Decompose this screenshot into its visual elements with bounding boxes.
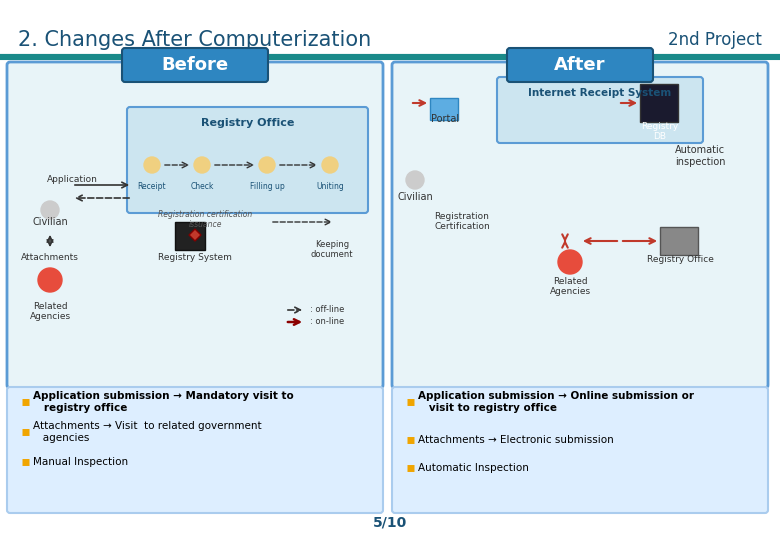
Circle shape — [259, 157, 275, 173]
Text: Check: Check — [190, 182, 214, 191]
Text: Application submission → Online submission or
   visit to registry office: Application submission → Online submissi… — [418, 391, 694, 413]
Circle shape — [558, 250, 582, 274]
Text: : off-line: : off-line — [310, 306, 345, 314]
Circle shape — [144, 157, 160, 173]
Text: Keeping
document: Keeping document — [310, 240, 353, 259]
Circle shape — [194, 157, 210, 173]
Text: Attachments → Visit  to related government
   agencies: Attachments → Visit to related governmen… — [33, 421, 261, 443]
Text: Manual Inspection: Manual Inspection — [33, 457, 128, 467]
Text: Automatic
inspection: Automatic inspection — [675, 145, 725, 167]
Text: Civilian: Civilian — [32, 217, 68, 227]
Text: Registry System: Registry System — [158, 253, 232, 262]
FancyBboxPatch shape — [122, 48, 268, 82]
Text: Attachments: Attachments — [21, 253, 79, 262]
Text: : on-line: : on-line — [310, 318, 344, 327]
Text: Automatic Inspection: Automatic Inspection — [418, 463, 529, 473]
Text: Related
Agencies: Related Agencies — [549, 277, 590, 296]
Text: Registry Office: Registry Office — [647, 255, 714, 264]
Text: 2nd Project: 2nd Project — [668, 31, 762, 49]
FancyBboxPatch shape — [507, 48, 653, 82]
FancyBboxPatch shape — [7, 62, 383, 388]
Text: Internet Receipt System: Internet Receipt System — [528, 88, 672, 98]
Text: Attachments → Electronic submission: Attachments → Electronic submission — [418, 435, 614, 445]
Bar — [660, 227, 698, 255]
Text: 2. Changes After Computerization: 2. Changes After Computerization — [18, 30, 371, 50]
FancyBboxPatch shape — [392, 387, 768, 513]
Bar — [175, 222, 205, 250]
Circle shape — [41, 201, 59, 219]
Text: Registration
Certification: Registration Certification — [434, 212, 490, 232]
Circle shape — [38, 268, 62, 292]
FancyBboxPatch shape — [497, 77, 703, 143]
Text: Receipt: Receipt — [138, 182, 166, 191]
Text: 5/10: 5/10 — [373, 516, 407, 530]
Circle shape — [406, 171, 424, 189]
Text: Uniting: Uniting — [316, 182, 344, 191]
Text: Before: Before — [161, 56, 229, 74]
Text: Application submission → Mandatory visit to
   registry office: Application submission → Mandatory visit… — [33, 391, 294, 413]
Text: Related
Agencies: Related Agencies — [30, 302, 70, 321]
FancyBboxPatch shape — [127, 107, 368, 213]
Bar — [430, 98, 458, 120]
Text: Registration certification
issuance: Registration certification issuance — [158, 210, 252, 229]
Text: Application: Application — [47, 175, 98, 184]
Text: Portal: Portal — [431, 114, 459, 124]
Text: Registry
DB: Registry DB — [641, 122, 679, 141]
Text: After: After — [555, 56, 606, 74]
FancyBboxPatch shape — [7, 387, 383, 513]
Polygon shape — [189, 229, 201, 241]
Text: Registry Office: Registry Office — [200, 118, 294, 128]
FancyBboxPatch shape — [392, 62, 768, 388]
Bar — [640, 84, 678, 122]
Circle shape — [322, 157, 338, 173]
Text: Filling up: Filling up — [250, 182, 285, 191]
Text: Civilian: Civilian — [397, 192, 433, 202]
